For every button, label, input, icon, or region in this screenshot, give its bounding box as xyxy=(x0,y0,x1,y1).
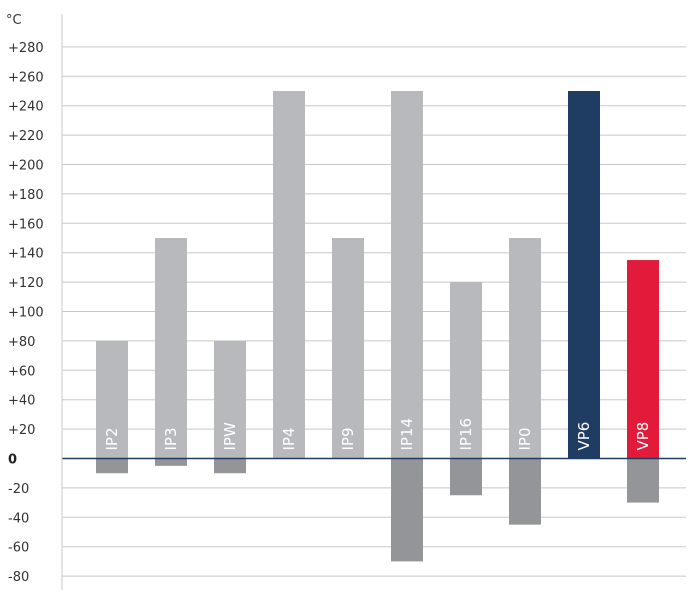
bar-lower-ipw xyxy=(214,458,246,474)
bar-upper-ip0 xyxy=(509,238,541,459)
bar-lower-ip0 xyxy=(509,458,541,525)
y-tick-label: +120 xyxy=(8,276,44,291)
bars xyxy=(96,91,659,562)
y-tick-label: +20 xyxy=(8,423,35,438)
y-tick-label: +280 xyxy=(8,41,44,56)
y-tick-label: +240 xyxy=(8,100,44,115)
bar-upper-ip4 xyxy=(273,91,305,459)
y-axis-unit-label: °C xyxy=(6,13,22,28)
bar-lower-ip16 xyxy=(450,458,482,496)
y-tick-label: +80 xyxy=(8,335,35,350)
y-tick-label: +140 xyxy=(8,247,44,262)
category-label-vp8: VP8 xyxy=(634,422,652,451)
category-label-ip2: IP2 xyxy=(103,427,121,450)
category-label-vp6: VP6 xyxy=(575,422,593,451)
y-tick-label: +60 xyxy=(8,364,35,379)
category-label-ip16: IP16 xyxy=(457,418,475,451)
y-tick-label: +260 xyxy=(8,70,44,85)
bar-lower-ip2 xyxy=(96,458,128,474)
y-tick-label: +40 xyxy=(8,394,35,409)
category-label-ip3: IP3 xyxy=(162,427,180,450)
bar-upper-ipw xyxy=(214,340,246,459)
category-label-ipw: IPW xyxy=(221,422,239,450)
y-tick-label: +100 xyxy=(8,306,44,321)
y-tick-label: -80 xyxy=(8,570,29,585)
y-axis-ticks: +280+260+240+220+200+180+160+140+120+100… xyxy=(8,41,44,585)
bar-upper-vp8 xyxy=(627,260,659,459)
category-label-ip0: IP0 xyxy=(516,427,534,450)
bar-upper-ip2 xyxy=(96,340,128,459)
bar-labels: IP2 IP3 IPW IP4 IP9 IP14 IP16 IP0 VP6 VP8 xyxy=(103,418,652,451)
y-tick-label: +200 xyxy=(8,159,44,174)
y-tick-label: 0 xyxy=(8,453,17,468)
y-tick-label: +220 xyxy=(8,129,44,144)
category-label-ip14: IP14 xyxy=(398,418,416,451)
bar-lower-ip3 xyxy=(155,458,187,466)
category-label-ip4: IP4 xyxy=(280,427,298,450)
y-tick-label: -40 xyxy=(8,511,29,526)
bar-upper-vp6 xyxy=(568,91,600,459)
bar-lower-ip14 xyxy=(391,458,423,562)
y-tick-label: -60 xyxy=(8,541,29,556)
category-label-ip9: IP9 xyxy=(339,427,357,450)
y-tick-label: +160 xyxy=(8,217,44,232)
y-tick-label: -20 xyxy=(8,482,29,497)
bar-upper-ip9 xyxy=(332,238,364,459)
bar-upper-ip16 xyxy=(450,282,482,459)
bar-lower-vp8 xyxy=(627,458,659,503)
bar-upper-ip3 xyxy=(155,238,187,459)
y-tick-label: +180 xyxy=(8,188,44,203)
bar-upper-ip14 xyxy=(391,91,423,459)
